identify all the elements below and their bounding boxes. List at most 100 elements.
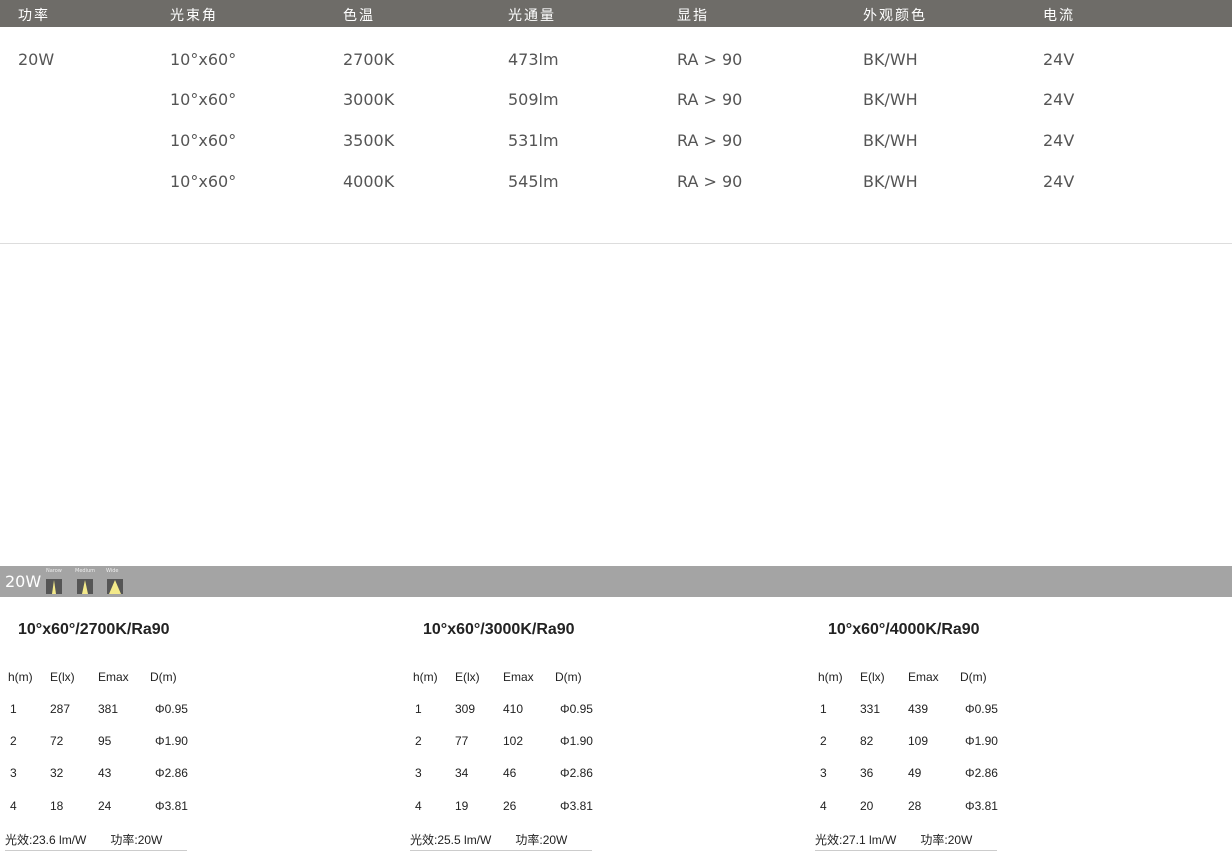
panel-cell: 43 [98,766,112,780]
panel-cell: 82 [860,734,874,748]
power: 功率:20W [920,833,973,847]
panel-cell: 1 [415,702,422,716]
table-cell: 10°x60° [170,90,237,109]
panel-cell: 309 [455,702,476,716]
photometric-panel: 10°x60°/4000K/Ra90 h(m) E(lx) Emax D(m) 1 331 4… [810,600,1210,853]
wide-beam-icon [107,579,123,594]
panel-column-header: h(m) [8,670,33,684]
column-header: 光束角 [170,8,218,24]
table-cell: 3000K [343,90,395,109]
table-cell: 2700K [343,50,395,69]
panel-cell: 439 [908,702,929,716]
panel-cell: 109 [908,734,929,748]
panel-column-header: D(m) [960,670,987,684]
panel-cell: 3 [10,766,17,780]
panel-cell: Φ1.90 [560,734,593,748]
panel-cell: 287 [50,702,71,716]
table-cell: BK/WH [863,131,918,150]
table-cell: BK/WH [863,172,918,191]
panel-cell: 72 [50,734,64,748]
medium-beam-icon [77,579,93,594]
efficacy: 光效:27.1 lm/W [815,833,897,847]
panel-cell: Φ0.95 [155,702,188,716]
narrow-beam-icon [46,579,62,594]
table-cell: RA > 90 [677,90,743,109]
panel-cell: 95 [98,734,112,748]
panel-cell: 4 [10,799,17,813]
panel-cell: 77 [455,734,469,748]
panel-column-header: D(m) [555,670,582,684]
panel-cell: 381 [98,702,119,716]
panel-column-header: D(m) [150,670,177,684]
beam-label-narrow: Narow [46,568,62,574]
table-cell: 10°x60° [170,172,237,191]
panel-title: 10°x60°/2700K/Ra90 [18,621,170,638]
panel-cell: Φ2.86 [965,766,998,780]
table-cell: RA > 90 [677,131,743,150]
table-cell: RA > 90 [677,172,743,191]
panel-footer: 光效:25.5 lm/W 功率:20W [410,831,592,851]
column-header: 功率 [18,8,50,24]
panel-cell: 1 [10,702,17,716]
table-cell: 545lm [508,172,559,191]
panel-column-header: E(lx) [455,670,480,684]
panel-cell: Φ0.95 [965,702,998,716]
panel-footer: 光效:27.1 lm/W 功率:20W [815,831,997,851]
table-cell: 24V [1043,90,1075,109]
panel-cell: 18 [50,799,64,813]
panel-column-header: Emax [98,670,129,684]
panel-cell: 19 [455,799,469,813]
column-header: 外观颜色 [863,8,927,24]
efficacy: 光效:23.6 lm/W [5,833,87,847]
spec-table-header: 功率 光束角 色温 光通量 显指 外观颜色 电流 [0,0,1232,27]
table-cell: 3500K [343,131,395,150]
panel-cell: Φ2.86 [560,766,593,780]
table-cell: 24V [1043,50,1075,69]
table-cell: 4000K [343,172,395,191]
panel-cell: 24 [98,799,112,813]
panel-title: 10°x60°/3000K/Ra90 [423,621,575,638]
panel-cell: 46 [503,766,517,780]
panel-cell: 36 [860,766,874,780]
column-header: 显指 [677,8,709,24]
photometric-panel: 10°x60°/2700K/Ra90 h(m) E(lx) Emax D(m) 1 287 3… [0,600,400,853]
panel-column-header: h(m) [413,670,438,684]
panel-cell: Φ0.95 [560,702,593,716]
panel-cell: Φ2.86 [155,766,188,780]
photometric-panel: 10°x60°/3000K/Ra90 h(m) E(lx) Emax D(m) 1 309 4… [405,600,805,853]
panel-footer: 光效:23.6 lm/W 功率:20W [5,831,187,851]
power: 功率:20W [110,833,163,847]
panel-cell: 28 [908,799,922,813]
panel-column-header: E(lx) [50,670,75,684]
panel-cell: Φ3.81 [965,799,998,813]
beam-band [0,566,1232,597]
power: 功率:20W [515,833,568,847]
table-cell: RA > 90 [677,50,743,69]
column-header: 光通量 [508,8,556,24]
panel-column-header: Emax [908,670,939,684]
beam-label-medium: Medium [75,568,95,574]
panel-cell: 410 [503,702,524,716]
panel-cell: 32 [50,766,64,780]
efficacy: 光效:25.5 lm/W [410,833,492,847]
panel-title: 10°x60°/4000K/Ra90 [828,621,980,638]
panel-cell: Φ3.81 [560,799,593,813]
panel-cell: 102 [503,734,524,748]
panel-column-header: Emax [503,670,534,684]
panel-cell: 3 [820,766,827,780]
panel-column-header: h(m) [818,670,843,684]
panel-column-header: E(lx) [860,670,885,684]
panel-cell: 1 [820,702,827,716]
table-cell: BK/WH [863,90,918,109]
table-cell: 10°x60° [170,131,237,150]
column-header: 电流 [1043,8,1075,24]
table-cell: 24V [1043,131,1075,150]
table-cell: 20W [18,50,55,69]
panel-cell: 26 [503,799,517,813]
panel-cell: Φ1.90 [155,734,188,748]
panel-cell: 4 [415,799,422,813]
table-cell: 10°x60° [170,50,237,69]
panel-cell: 2 [10,734,17,748]
panel-cell: 2 [820,734,827,748]
beam-label-wide: Wide [106,568,119,574]
